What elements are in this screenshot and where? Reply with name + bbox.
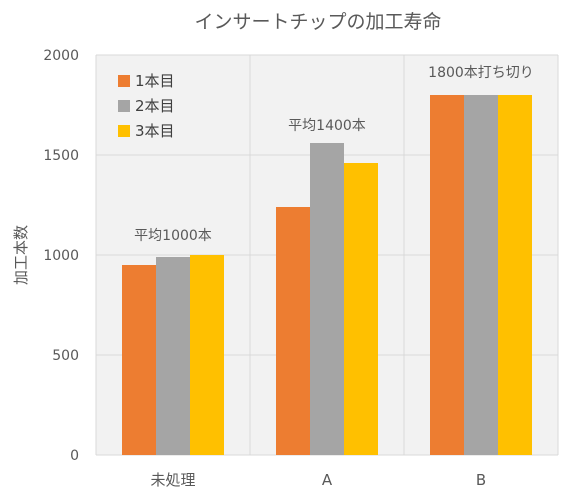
x-tick-label: 未処理 — [150, 471, 195, 489]
bar — [464, 95, 498, 455]
bar — [156, 257, 190, 455]
bar — [122, 265, 156, 455]
y-axis-label: 加工本数 — [12, 225, 30, 285]
bar — [190, 255, 224, 455]
y-tick-label: 0 — [70, 448, 79, 464]
bar — [310, 143, 344, 455]
y-tick-label: 1500 — [43, 148, 79, 164]
x-axis-categories: 未処理 A B — [150, 471, 486, 489]
y-tick-label: 1000 — [43, 248, 79, 264]
legend-swatch — [118, 125, 130, 137]
bar — [276, 207, 310, 455]
x-tick-label: A — [322, 471, 333, 489]
chart-title: インサートチップの加工寿命 — [194, 11, 441, 33]
bar — [498, 95, 532, 455]
y-axis-ticks: 0 500 1000 1500 2000 — [43, 48, 79, 464]
legend-label: 3本目 — [135, 122, 175, 140]
bar — [344, 163, 378, 455]
legend-swatch — [118, 100, 130, 112]
annotation-label: 平均1400本 — [288, 118, 366, 134]
legend-label: 1本目 — [135, 72, 175, 90]
bar — [430, 95, 464, 455]
y-tick-label: 500 — [52, 348, 79, 364]
x-tick-label: B — [476, 471, 486, 489]
legend: 1本目 2本目 3本目 — [118, 72, 175, 140]
legend-swatch — [118, 75, 130, 87]
y-tick-label: 2000 — [43, 48, 79, 64]
annotations: 平均1000本 平均1400本 1800本打ち切り — [134, 64, 534, 244]
legend-label: 2本目 — [135, 97, 175, 115]
bars — [122, 95, 532, 455]
annotation-label: 1800本打ち切り — [428, 64, 534, 81]
annotation-label: 平均1000本 — [134, 228, 212, 244]
